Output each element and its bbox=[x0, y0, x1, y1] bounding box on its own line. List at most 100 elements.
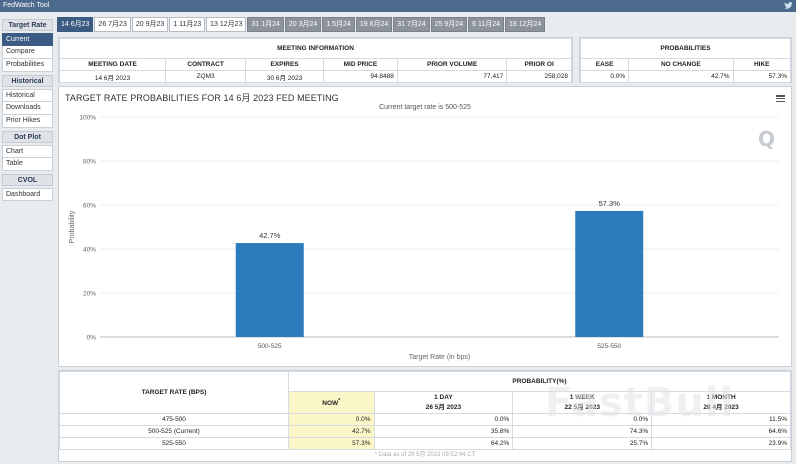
meeting-info-header-prior-volume: PRIOR VOLUME bbox=[396, 58, 508, 71]
tab-meeting-6[interactable]: 20 3月24 bbox=[284, 17, 322, 32]
meeting-info-value-prior-oi: 258,028 bbox=[506, 70, 572, 83]
meeting-info-value-contract: ZQM3 bbox=[165, 70, 247, 83]
sidebar-section-historical: Historical bbox=[2, 75, 53, 87]
sidebar: Target Rate Current Compare Probabilities Hi… bbox=[0, 16, 55, 464]
app-title: FedWatch Tool bbox=[3, 2, 50, 9]
chart-menu-icon[interactable] bbox=[776, 95, 785, 103]
probabilities-header-hike: HIKE bbox=[732, 58, 792, 71]
x-tick-label: 500-525 bbox=[258, 343, 282, 350]
app-title-bar: FedWatch Tool bbox=[0, 0, 796, 12]
y-tick-label: 100% bbox=[79, 115, 96, 122]
target-rate-header: TARGET RATE (BPS) bbox=[59, 371, 289, 414]
footnote-marker: * bbox=[338, 397, 341, 404]
sidebar-section-dot-plot: Dot Plot bbox=[2, 131, 53, 143]
chart-title: TARGET RATE PROBABILITIES FOR 14 6月 2023… bbox=[65, 93, 339, 103]
probability-col-date: 28 4月 2023 bbox=[703, 404, 739, 411]
tab-meeting-2[interactable]: 20 9月23 bbox=[131, 17, 169, 32]
probabilities-title: PROBABILITIES bbox=[580, 38, 791, 59]
tab-meeting-7[interactable]: 1 5月24 bbox=[322, 17, 355, 32]
watermark: FastBull bbox=[545, 380, 735, 426]
probability-col-header-1: 1 DAY 26 5月 2023 bbox=[373, 391, 514, 414]
probability-cell: 64.2% bbox=[373, 437, 514, 450]
tab-meeting-12[interactable]: 18 12月24 bbox=[505, 17, 546, 32]
x-axis-title: Target Rate (in bps) bbox=[409, 354, 470, 361]
sidebar-item-chart[interactable]: Chart bbox=[2, 145, 53, 158]
meeting-info-value-meeting-date: 14 6月 2023 bbox=[58, 70, 167, 83]
probabilities-value-hike: 57.3% bbox=[732, 70, 792, 83]
target-rate-cell: 500-525 (Current) bbox=[59, 425, 289, 438]
data-timestamp-footnote: * Data as of 29 5月 2023 09:52:44 CT bbox=[374, 452, 476, 458]
sidebar-item-probabilities[interactable]: Probabilities bbox=[2, 59, 53, 72]
meeting-information-title: MEETING INFORMATION bbox=[59, 38, 572, 59]
meeting-information-panel: MEETING INFORMATION MEETING DATE CONTRACT… bbox=[58, 37, 573, 83]
y-tick-label: 0% bbox=[87, 335, 97, 342]
meeting-info-value-expires: 30 6月 2023 bbox=[245, 70, 324, 83]
sidebar-item-historical[interactable]: Historical bbox=[2, 89, 53, 102]
y-tick-label: 40% bbox=[83, 247, 96, 254]
quikstrike-logo-icon: Q bbox=[757, 127, 775, 151]
chart-panel: TARGET RATE PROBABILITIES FOR 14 6月 2023… bbox=[58, 86, 792, 367]
probability-col-date: 22 5月 2023 bbox=[564, 404, 600, 411]
sidebar-section-target-rate: Target Rate bbox=[2, 19, 53, 31]
target-rate-cell: 525-550 bbox=[59, 437, 289, 450]
y-tick-label: 20% bbox=[83, 291, 96, 298]
chart-subtitle: Current target rate is 500-525 bbox=[379, 104, 471, 111]
bar-525-550[interactable] bbox=[575, 210, 644, 337]
sidebar-item-dashboard[interactable]: Dashboard bbox=[2, 188, 53, 201]
table-row: 525-550 57.3% 64.2% 25.7% 23.9% bbox=[59, 437, 791, 450]
tab-meeting-0[interactable]: 14 6月23 bbox=[57, 17, 94, 32]
tab-meeting-8[interactable]: 19 6月24 bbox=[355, 17, 393, 32]
meeting-info-header-meeting-date: MEETING DATE bbox=[58, 58, 167, 71]
meeting-info-header-mid-price: MID PRICE bbox=[322, 58, 398, 71]
tab-meeting-10[interactable]: 25 9月24 bbox=[430, 17, 468, 32]
tab-meeting-11[interactable]: 6 11月24 bbox=[468, 17, 504, 32]
tab-meeting-1[interactable]: 26 7月23 bbox=[94, 17, 131, 32]
meeting-info-header-contract: CONTRACT bbox=[165, 58, 247, 71]
sidebar-item-current[interactable]: Current bbox=[2, 33, 53, 46]
twitter-icon[interactable] bbox=[784, 1, 793, 10]
probabilities-value-no-change: 42.7% bbox=[628, 70, 734, 83]
probability-table-panel: TARGET RATE (BPS) PROBABILITY(%) NOW* 1 D… bbox=[58, 370, 792, 462]
meeting-info-header-expires: EXPIRES bbox=[245, 58, 324, 71]
probability-cell: 0.0% bbox=[288, 413, 375, 426]
bar-500-525[interactable] bbox=[235, 243, 304, 337]
tab-meeting-3[interactable]: 1 11月23 bbox=[169, 17, 206, 32]
x-tick-label: 525-550 bbox=[597, 343, 621, 350]
probabilities-header-ease: EASE bbox=[579, 58, 630, 71]
meeting-info-value-mid-price: 94.8488 bbox=[322, 70, 398, 83]
meeting-info-header-prior-oi: PRIOR OI bbox=[506, 58, 572, 71]
bar-data-label: 57.3% bbox=[599, 199, 621, 208]
sidebar-item-table[interactable]: Table bbox=[2, 158, 53, 171]
y-axis-title: Probability bbox=[69, 210, 76, 243]
probability-cell: 25.7% bbox=[512, 437, 653, 450]
y-tick-label: 60% bbox=[83, 203, 96, 210]
probability-bar-chart: 0% 20% 40% 60% 80% 100% 42.7% 500-525 57.3% 525-5… bbox=[69, 115, 779, 361]
probability-cell: 74.3% bbox=[512, 425, 653, 438]
probability-cell: 64.6% bbox=[651, 425, 791, 438]
sidebar-item-compare[interactable]: Compare bbox=[2, 46, 53, 59]
tab-meeting-9[interactable]: 31 7月24 bbox=[393, 17, 430, 32]
tab-meeting-4[interactable]: 13 12月23 bbox=[206, 17, 247, 32]
probability-col-header-0: NOW* bbox=[288, 391, 375, 414]
probability-col-date: 26 5月 2023 bbox=[425, 404, 462, 411]
probability-col-label: NOW* bbox=[322, 397, 341, 408]
probability-cell: 0.0% bbox=[373, 413, 514, 426]
probability-cell: 42.7% bbox=[288, 425, 375, 438]
target-rate-cell: 475-500 bbox=[59, 413, 289, 426]
sidebar-section-cvol: CVOL bbox=[2, 174, 53, 186]
probability-col-label: 1 WEEK bbox=[569, 394, 595, 401]
probabilities-value-ease: 0.0% bbox=[579, 70, 630, 83]
probability-cell: 35.8% bbox=[373, 425, 514, 438]
probability-col-label: 1 MONTH bbox=[706, 394, 736, 401]
probability-col-label: 1 DAY bbox=[434, 394, 453, 401]
tab-meeting-5[interactable]: 31 1月24 bbox=[247, 17, 284, 32]
sidebar-item-downloads[interactable]: Downloads bbox=[2, 102, 53, 115]
meeting-info-value-prior-volume: 77,417 bbox=[396, 70, 508, 83]
bar-data-label: 42.7% bbox=[259, 231, 281, 240]
probabilities-header-no-change: NO CHANGE bbox=[628, 58, 734, 71]
probability-cell: 23.9% bbox=[651, 437, 791, 450]
probabilities-panel: PROBABILITIES EASE NO CHANGE HIKE 0.0% 42.7… bbox=[579, 37, 792, 83]
sidebar-item-prior-hikes[interactable]: Prior Hikes bbox=[2, 115, 53, 128]
table-row: 500-525 (Current) 42.7% 35.8% 74.3% 64.6% bbox=[59, 425, 791, 438]
probability-cell: 57.3% bbox=[288, 437, 375, 450]
